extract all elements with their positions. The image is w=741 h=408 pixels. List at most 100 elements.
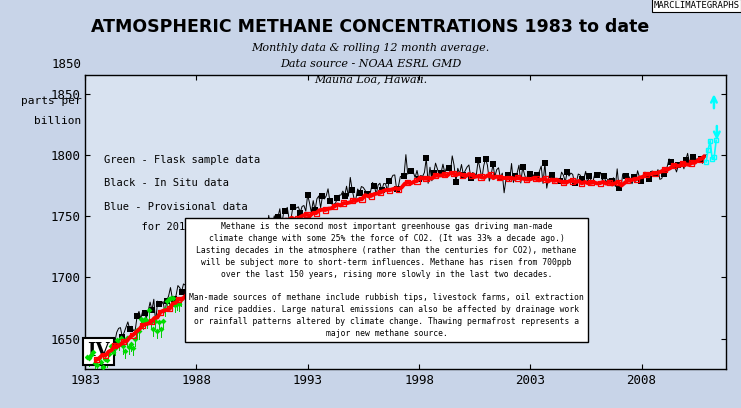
Point — [250, 231, 262, 237]
Point — [99, 356, 111, 362]
Point — [200, 277, 212, 283]
Point — [420, 175, 432, 182]
Point — [405, 168, 417, 174]
Point — [133, 328, 145, 335]
Point — [235, 237, 247, 244]
Point — [257, 232, 269, 239]
Text: IV: IV — [87, 342, 110, 360]
Point — [159, 305, 171, 312]
Point — [465, 175, 476, 181]
Point — [131, 313, 143, 319]
Point — [105, 342, 117, 349]
Point — [175, 295, 187, 302]
Point — [605, 177, 617, 184]
Point — [265, 231, 276, 237]
Point — [657, 171, 669, 177]
Point — [585, 180, 597, 186]
Point — [168, 295, 180, 302]
Point — [456, 172, 468, 178]
Point — [557, 179, 569, 186]
Point — [339, 192, 350, 199]
Point — [466, 172, 478, 178]
Point — [472, 157, 484, 164]
Point — [227, 248, 239, 254]
Point — [294, 209, 306, 216]
Point — [428, 170, 439, 177]
Point — [161, 297, 173, 304]
Point — [191, 283, 203, 289]
Point — [161, 297, 173, 304]
Point — [594, 180, 606, 186]
Point — [145, 318, 157, 325]
Point — [524, 171, 536, 177]
Point — [157, 318, 169, 324]
Point — [338, 200, 350, 206]
Point — [301, 211, 313, 218]
Point — [694, 155, 706, 162]
Point — [457, 171, 469, 178]
Point — [122, 335, 133, 341]
Point — [279, 208, 291, 214]
Point — [87, 348, 99, 355]
Text: for 2011: for 2011 — [104, 222, 192, 233]
Point — [576, 180, 588, 186]
Point — [109, 338, 121, 345]
Point — [576, 176, 588, 182]
Point — [356, 196, 368, 202]
Point — [402, 179, 413, 186]
Text: Data source - NOAA ESRL GMD: Data source - NOAA ESRL GMD — [280, 59, 461, 69]
Point — [210, 271, 222, 277]
Point — [591, 172, 602, 178]
Point — [149, 318, 161, 324]
Point — [97, 364, 109, 370]
Point — [90, 359, 102, 366]
Point — [695, 156, 707, 162]
Point — [328, 203, 340, 210]
Point — [118, 339, 130, 345]
Point — [176, 288, 187, 295]
Point — [165, 295, 177, 302]
Point — [309, 207, 321, 213]
Point — [123, 344, 135, 350]
Point — [665, 159, 677, 165]
Point — [679, 157, 691, 163]
Point — [173, 296, 185, 302]
Point — [272, 213, 284, 220]
Text: billion: billion — [34, 116, 82, 126]
Point — [135, 316, 147, 323]
Point — [672, 162, 684, 169]
Text: Blue - Provisional data: Blue - Provisional data — [104, 202, 248, 212]
Point — [116, 335, 127, 341]
Point — [475, 174, 487, 180]
Point — [129, 335, 141, 342]
Point — [99, 352, 111, 359]
Point — [242, 233, 254, 239]
Point — [631, 176, 642, 182]
Point — [227, 256, 239, 263]
Point — [687, 154, 699, 160]
Point — [190, 273, 202, 279]
Text: ATMOSPHERIC METHANE CONCENTRATIONS 1983 to date: ATMOSPHERIC METHANE CONCENTRATIONS 1983 … — [91, 18, 650, 36]
Point — [598, 173, 610, 180]
Point — [220, 252, 232, 259]
Point — [613, 185, 625, 191]
Point — [107, 348, 119, 355]
Point — [219, 263, 230, 269]
Point — [111, 337, 123, 344]
Point — [90, 357, 102, 363]
Point — [677, 160, 688, 167]
Point — [368, 183, 380, 189]
Point — [139, 315, 151, 322]
Point — [502, 171, 514, 178]
Point — [205, 264, 217, 271]
Point — [539, 176, 551, 182]
Point — [374, 189, 386, 196]
Point — [487, 161, 499, 168]
Point — [167, 295, 179, 302]
Point — [494, 175, 505, 181]
Point — [198, 277, 210, 284]
Point — [287, 204, 299, 211]
Point — [346, 186, 358, 193]
Point — [265, 225, 276, 232]
Point — [110, 344, 122, 351]
